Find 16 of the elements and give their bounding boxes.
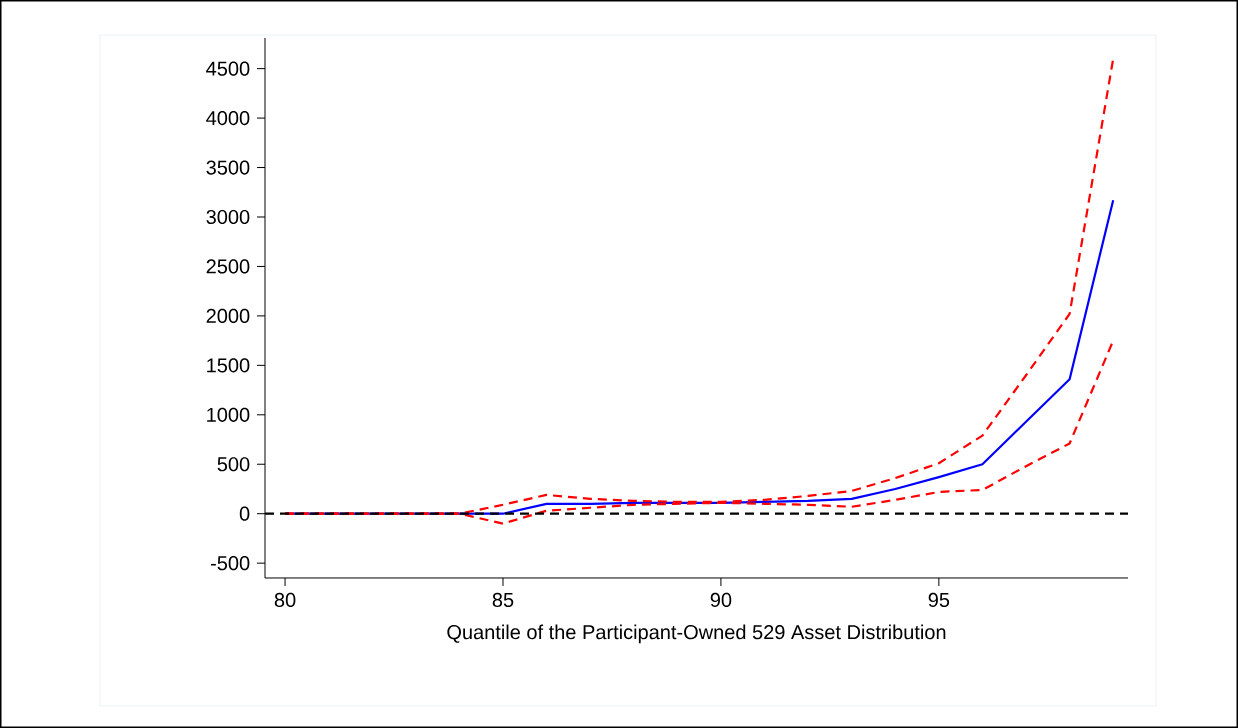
y-tick-label: 1000 — [207, 407, 250, 422]
y-tick-label: 2000 — [206, 308, 250, 323]
x-tick-label: 85 — [492, 592, 514, 608]
y-tick-label: 4000 — [206, 111, 250, 126]
y-tick-label: 3000 — [206, 209, 250, 225]
x-tick-label: 95 — [928, 592, 950, 608]
y-tick-label: 1500 — [207, 358, 250, 373]
y-tick-label: 500 — [217, 457, 250, 472]
x-tick-label: 80 — [274, 592, 296, 608]
y-tick-label: 4500 — [206, 61, 250, 76]
y-tick-label: 2500 — [206, 259, 250, 274]
y-tick-label: -500 — [211, 556, 250, 571]
y-tick-label: 0 — [239, 506, 250, 521]
y-tick-label: 3500 — [206, 160, 250, 175]
x-axis-title: Quantile of the Participant-Owned 529 Asset Distribution — [447, 624, 946, 644]
x-tick-label: 90 — [710, 592, 732, 608]
